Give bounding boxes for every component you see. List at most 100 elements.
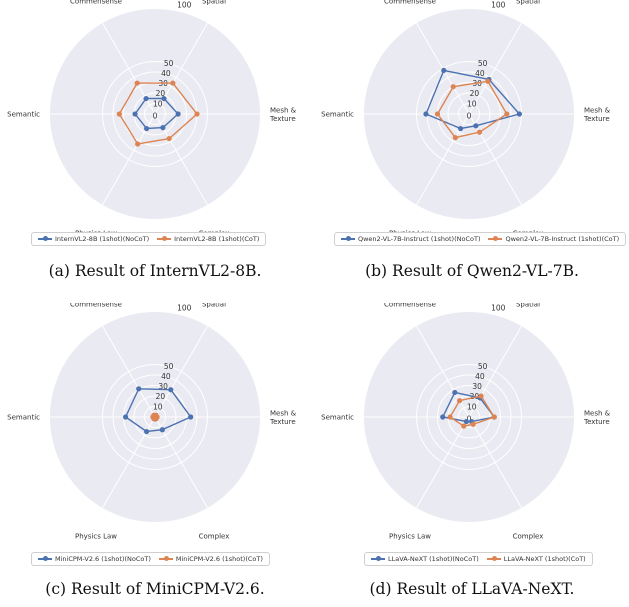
legend-swatch-blue xyxy=(371,556,385,561)
series-point-1 xyxy=(168,387,174,393)
axis-label: Commensense xyxy=(70,303,122,309)
radar-spoke xyxy=(154,416,208,509)
radar-spoke xyxy=(468,416,522,509)
radar-panel-a: 0 10 20 30 40 50 100 Spatial Commensense Semantic… xyxy=(0,0,314,303)
radial-tick-label: 50 xyxy=(478,59,488,68)
series-point-2 xyxy=(170,80,176,86)
series-point-1 xyxy=(473,123,479,129)
series-point-1 xyxy=(188,414,194,420)
legend-label-c-1: MiniCPM-V2.6 (1shot)(NoCoT) xyxy=(55,555,151,563)
series-point-2 xyxy=(194,111,200,117)
radial-tick-label: 100 xyxy=(491,303,506,312)
legend-a: InternVL2-8B (1shot)(NoCoT) InternVL2-8B… xyxy=(31,232,267,246)
series-point-2 xyxy=(166,135,172,142)
radar-panel-c: 01020304050100SpatialCommensenseSemantic… xyxy=(0,303,314,606)
series-point-1 xyxy=(144,125,150,132)
radar-chart-c: 01020304050100SpatialCommensenseSemantic… xyxy=(7,303,296,541)
caption-c: (c) Result of MiniCPM-V2.6. xyxy=(45,580,265,598)
caption-b: (b) Result of Qwen2-VL-7B. xyxy=(365,262,579,280)
radial-tick-label: 20 xyxy=(470,89,480,98)
legend-label-a-1: InternVL2-8B (1shot)(NoCoT) xyxy=(55,235,150,243)
radial-tick-label: 50 xyxy=(478,362,488,371)
series-point-1 xyxy=(132,111,138,117)
legend-label-d-2: LLaVA-NeXT (1shot)(CoT) xyxy=(503,555,586,563)
axis-label: Commensense xyxy=(384,303,436,309)
radial-tick-label: 10 xyxy=(467,402,477,411)
series-point-2 xyxy=(434,111,441,117)
series-point-1 xyxy=(516,111,522,117)
legend-b: Qwen2-VL-7B-Instruct (1shot)(NoCoT) Qwen… xyxy=(334,232,627,246)
series-point-1 xyxy=(143,95,149,102)
radial-tick-label: 0 xyxy=(153,112,158,121)
series-point-1 xyxy=(452,389,458,396)
series-point-2 xyxy=(461,423,467,429)
radar-panel-d: 0 10 20 30 40 50 100 Spatial Commensense Semantic… xyxy=(314,303,628,606)
axis-label: Mesh & Texture xyxy=(583,410,611,427)
radial-tick-label: 10 xyxy=(467,99,477,108)
series-point-1 xyxy=(441,67,447,73)
radial-tick-label: 100 xyxy=(177,0,192,9)
legend-swatch-blue xyxy=(38,236,52,241)
axis-label: Semantic xyxy=(7,414,40,422)
axis-label: Spatial xyxy=(516,0,540,6)
series-point-2 xyxy=(154,414,160,420)
radar-spoke xyxy=(154,325,208,418)
series-point-1 xyxy=(123,414,129,420)
legend-swatch-orange xyxy=(486,556,501,561)
series-point-2 xyxy=(135,141,141,147)
legend-c: MiniCPM-V2.6 (1shot)(NoCoT) MiniCPM-V2.6… xyxy=(31,552,270,566)
radial-tick-label: 40 xyxy=(161,372,171,381)
series-point-1 xyxy=(161,95,167,102)
caption-d: (d) Result of LLaVA-NeXT. xyxy=(369,580,575,598)
radial-tick-label: 10 xyxy=(153,402,163,411)
caption-a: (a) Result of InternVL2-8B. xyxy=(48,262,262,280)
legend-swatch-blue xyxy=(38,556,52,561)
axis-label: Physics Law xyxy=(389,533,431,541)
radar-spoke xyxy=(102,325,156,418)
radial-tick-label: 40 xyxy=(475,69,485,78)
radial-tick-label: 100 xyxy=(491,0,506,9)
radial-tick-label: 40 xyxy=(161,69,171,78)
radar-spoke xyxy=(468,22,522,115)
legend-label-b-1: Qwen2-VL-7B-Instruct (1shot)(NoCoT) xyxy=(358,235,481,243)
series-point-1 xyxy=(458,125,464,132)
axis-label: Complex xyxy=(513,533,544,541)
legend-label-d-1: LLaVA-NeXT (1shot)(NoCoT) xyxy=(388,555,479,563)
series-point-2 xyxy=(447,414,453,420)
series-point-2 xyxy=(491,414,497,420)
radial-tick-label: 30 xyxy=(472,382,482,391)
series-point-2 xyxy=(450,84,456,90)
series-point-1 xyxy=(136,386,142,392)
radial-tick-label: 0 xyxy=(467,415,472,424)
radial-tick-label: 10 xyxy=(153,99,163,108)
legend-swatch-blue xyxy=(341,236,355,241)
axis-label: Spatial xyxy=(202,0,226,6)
axis-label: Commensense xyxy=(384,0,436,6)
series-point-2 xyxy=(116,111,122,117)
legend-swatch-orange xyxy=(488,236,503,241)
radial-tick-label: 20 xyxy=(156,392,166,401)
axis-label: Commensense xyxy=(70,0,122,6)
radial-tick-label: 50 xyxy=(164,362,174,371)
axis-label: Semantic xyxy=(7,111,40,119)
legend-swatch-orange xyxy=(157,236,172,241)
series-point-1 xyxy=(160,125,166,131)
series-point-1 xyxy=(463,418,469,425)
series-point-1 xyxy=(144,428,150,435)
series-point-1 xyxy=(440,414,446,420)
axis-label: Spatial xyxy=(516,303,540,309)
legend-label-b-2: Qwen2-VL-7B-Instruct (1shot)(CoT) xyxy=(505,235,620,243)
axis-label: Physics Law xyxy=(75,533,117,541)
radial-tick-label: 0 xyxy=(467,112,472,121)
radar-panel-b: 0 10 20 30 40 50 100 Spatial Commensense Semantic… xyxy=(314,0,628,303)
legend-label-c-2: MiniCPM-V2.6 (1shot)(CoT) xyxy=(175,555,263,563)
axis-label: Mesh & Texture xyxy=(583,107,611,124)
series-point-2 xyxy=(504,111,510,117)
series-point-1 xyxy=(175,111,181,117)
series-point-1 xyxy=(423,111,429,117)
series-point-2 xyxy=(452,135,458,141)
radial-tick-label: 40 xyxy=(475,372,485,381)
